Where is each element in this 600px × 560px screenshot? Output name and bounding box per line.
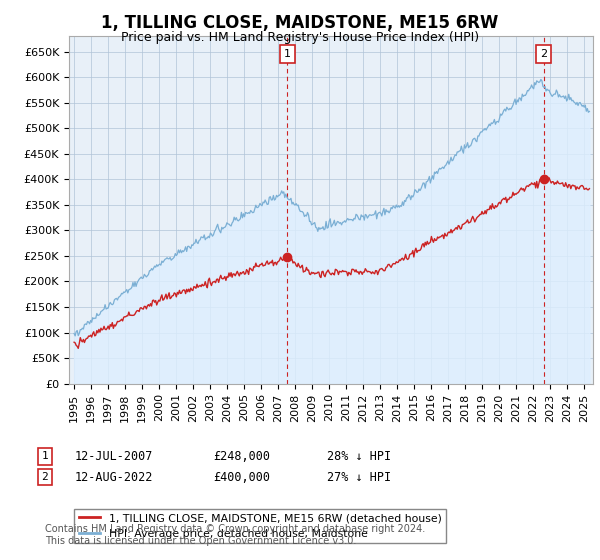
Text: £400,000: £400,000 xyxy=(213,470,270,484)
Text: 12-JUL-2007: 12-JUL-2007 xyxy=(75,450,154,463)
Text: 1: 1 xyxy=(284,49,290,59)
Text: Price paid vs. HM Land Registry's House Price Index (HPI): Price paid vs. HM Land Registry's House … xyxy=(121,31,479,44)
Legend: 1, TILLING CLOSE, MAIDSTONE, ME15 6RW (detached house), HPI: Average price, deta: 1, TILLING CLOSE, MAIDSTONE, ME15 6RW (d… xyxy=(74,509,446,543)
Text: 2: 2 xyxy=(41,472,49,482)
Text: 1, TILLING CLOSE, MAIDSTONE, ME15 6RW: 1, TILLING CLOSE, MAIDSTONE, ME15 6RW xyxy=(101,14,499,32)
Text: 1: 1 xyxy=(41,451,49,461)
Text: 12-AUG-2022: 12-AUG-2022 xyxy=(75,470,154,484)
Text: 2: 2 xyxy=(540,49,547,59)
Text: 27% ↓ HPI: 27% ↓ HPI xyxy=(327,470,391,484)
Text: 28% ↓ HPI: 28% ↓ HPI xyxy=(327,450,391,463)
Text: Contains HM Land Registry data © Crown copyright and database right 2024.
This d: Contains HM Land Registry data © Crown c… xyxy=(45,524,425,546)
Text: £248,000: £248,000 xyxy=(213,450,270,463)
